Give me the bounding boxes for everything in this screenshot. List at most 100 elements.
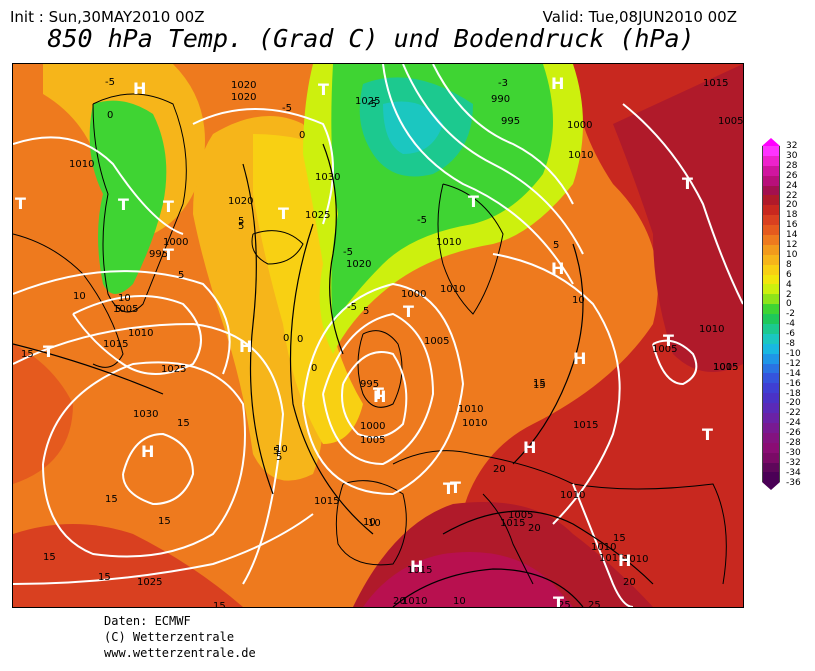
temperature-label: -5 bbox=[347, 302, 357, 313]
pressure-label: 1010 bbox=[591, 542, 616, 553]
temp-fill-greenland bbox=[89, 100, 167, 294]
pressure-label: 1015 bbox=[599, 553, 624, 564]
colorbar-cell bbox=[762, 284, 780, 295]
colorbar-cell bbox=[762, 146, 780, 156]
pressure-label: 1010 bbox=[402, 596, 427, 607]
isotherm-15-west bbox=[13, 343, 164, 395]
pressure-center-marker: T bbox=[373, 384, 384, 403]
colorbar-cell bbox=[762, 225, 780, 236]
pressure-label: 1015 bbox=[500, 518, 525, 529]
pressure-center-marker: T bbox=[553, 593, 564, 607]
colorbar-label: -28 bbox=[786, 438, 801, 448]
isotherm-0 bbox=[322, 143, 344, 355]
isobar-north-3 bbox=[382, 64, 574, 285]
colorbar-cell bbox=[762, 343, 780, 354]
temperature-label: -3 bbox=[498, 78, 508, 89]
colorbar-label: -12 bbox=[786, 358, 801, 369]
pressure-center-marker: H bbox=[551, 259, 564, 278]
temp-labels-group: -500-5-3-5-5-55-505010510515151515202051… bbox=[21, 77, 636, 607]
temperature-label: 5 bbox=[238, 221, 244, 232]
pressure-center-marker: H bbox=[410, 557, 423, 576]
footer-data-source: Daten: ECMWF bbox=[104, 614, 191, 628]
colorbar-bottom-arrow bbox=[762, 482, 780, 491]
temperature-label: -5 bbox=[282, 103, 292, 114]
pressure-label: 995 bbox=[501, 116, 520, 127]
north-america-coast bbox=[13, 233, 124, 368]
pressure-label: 1010 bbox=[560, 490, 585, 501]
british-isles-coast bbox=[357, 330, 403, 408]
valid-time: Valid: Tue,08JUN2010 00Z bbox=[542, 8, 737, 26]
colorbar-label: -34 bbox=[786, 467, 801, 478]
colorbar-cell bbox=[762, 472, 780, 483]
temperature-label: 5 bbox=[273, 446, 279, 457]
pressure-label: 1025 bbox=[137, 577, 162, 588]
colorbar-label: 14 bbox=[786, 230, 798, 241]
temperature-label: 0 bbox=[107, 110, 113, 121]
isobar-west-1 bbox=[72, 295, 202, 375]
temperature-label: 15 bbox=[21, 349, 34, 360]
pressure-center-marker: T bbox=[663, 331, 674, 350]
colorbar-label: -16 bbox=[786, 378, 801, 389]
isobar-1030-atlantic bbox=[122, 432, 195, 506]
temperature-label: 15 bbox=[533, 378, 546, 389]
pressure-center-marker: H bbox=[239, 337, 252, 356]
colorbar-label: 26 bbox=[786, 170, 798, 181]
pressure-center-marker: T bbox=[682, 174, 693, 193]
colorbar-cell bbox=[762, 195, 780, 206]
colorbar-label: -14 bbox=[786, 368, 801, 379]
temperature-label: 5 bbox=[178, 270, 184, 281]
pressure-label: 1010 bbox=[69, 159, 94, 170]
colorbar-cell bbox=[762, 353, 780, 364]
colorbar-cells bbox=[762, 146, 780, 483]
colorbar-label: -18 bbox=[786, 388, 801, 399]
isotherm-5 bbox=[242, 163, 274, 495]
colorbar-label: -8 bbox=[786, 339, 795, 349]
temperature-label: 0 bbox=[297, 334, 303, 345]
pressure-label: 1015 bbox=[407, 565, 432, 576]
colorbar-label: 4 bbox=[786, 279, 792, 290]
colorbar-label: -22 bbox=[786, 408, 801, 419]
temp-fill-sw-red bbox=[13, 524, 243, 607]
pressure-label: 1005 bbox=[713, 362, 738, 373]
colorbar-cell bbox=[762, 294, 780, 305]
chart-title: 850 hPa Temp. (Grad C) und Bodendruck (h… bbox=[47, 24, 695, 53]
colorbar-cell bbox=[762, 383, 780, 394]
colorbar-cell bbox=[762, 264, 780, 275]
colorbar-label: 30 bbox=[786, 150, 798, 161]
temperature-label: -5 bbox=[367, 99, 377, 110]
colorbar-cell bbox=[762, 422, 780, 433]
pressure-label: 1010 bbox=[462, 418, 487, 429]
temperature-label: 0 bbox=[299, 130, 305, 141]
isobar-nw-2 bbox=[192, 108, 334, 225]
colorbar-label: 8 bbox=[786, 259, 792, 270]
pressure-label: 1010 bbox=[128, 328, 153, 339]
temperature-label: 20 bbox=[528, 523, 541, 534]
colorbar-cell bbox=[762, 373, 780, 384]
colorbar-label: 20 bbox=[786, 200, 798, 211]
pressure-label: 1005 bbox=[508, 510, 533, 521]
colorbar-label: -2 bbox=[786, 309, 795, 320]
isobar-low-iceland-2 bbox=[322, 312, 435, 466]
colorbar-label: -20 bbox=[786, 398, 801, 409]
pressure-label: 1015 bbox=[314, 496, 339, 507]
colorbar-label: -24 bbox=[786, 418, 801, 429]
colorbar-cell bbox=[762, 442, 780, 453]
temperature-label: 5 bbox=[276, 452, 282, 463]
temperature-label: 15 bbox=[98, 572, 111, 583]
colorbar-label: 6 bbox=[786, 269, 792, 280]
colorbar-cell bbox=[762, 314, 780, 325]
iberia-coast bbox=[335, 480, 407, 566]
isobar-sw-1 bbox=[13, 513, 314, 585]
pressure-label: 1010 bbox=[440, 284, 465, 295]
colorbar-cell bbox=[762, 432, 780, 443]
colorbar-cell bbox=[762, 333, 780, 344]
footer-website: www.wetterzentrale.de bbox=[104, 646, 256, 660]
pressure-center-marker: H bbox=[373, 387, 386, 406]
temperature-label: 5 bbox=[238, 216, 244, 227]
pressure-center-marker: H bbox=[551, 74, 564, 93]
pressure-label: 995 bbox=[360, 379, 379, 390]
colorbar-cell bbox=[762, 185, 780, 196]
pressure-label: 1020 bbox=[231, 80, 256, 91]
pressure-label: 1025 bbox=[355, 96, 380, 107]
